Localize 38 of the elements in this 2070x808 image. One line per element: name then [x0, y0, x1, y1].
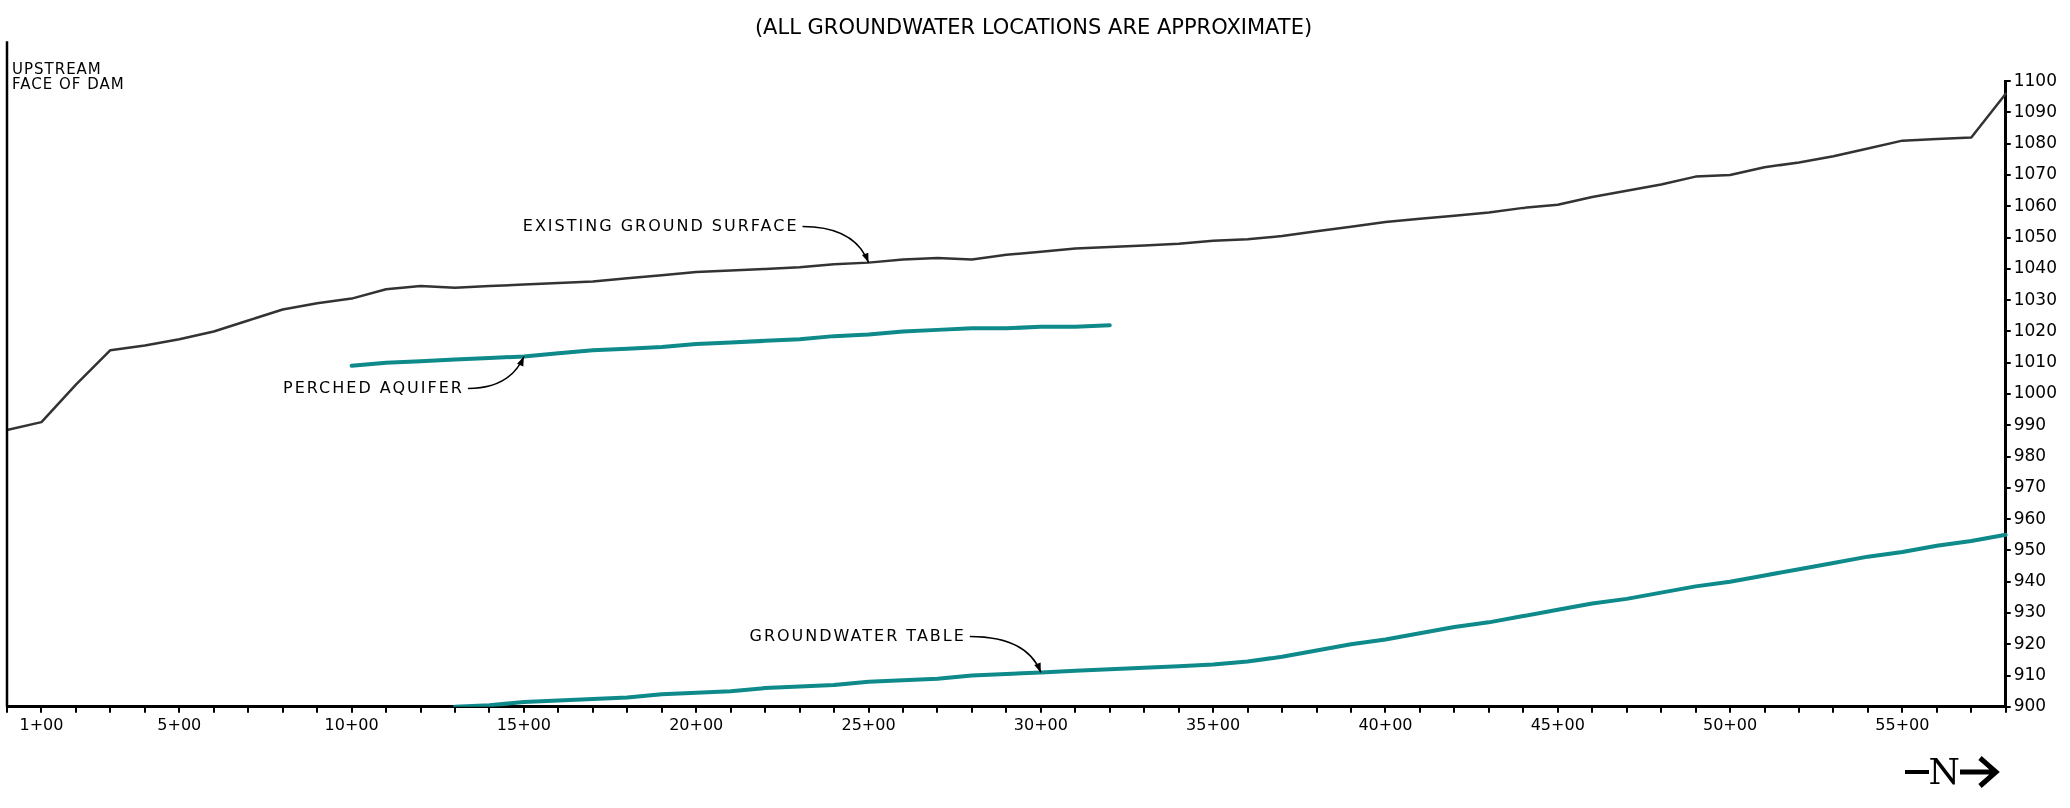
x-tick-label: 1+00: [19, 714, 64, 734]
x-tick-label: 30+00: [1013, 714, 1068, 734]
y-tick-label: 980: [2013, 444, 2047, 465]
x-tick-label: 15+00: [496, 714, 551, 734]
y-tick-label: 930: [2013, 601, 2047, 622]
x-tick-label: 20+00: [669, 714, 724, 734]
y-tick-label: 950: [2013, 538, 2047, 559]
x-tick-label: 40+00: [1358, 714, 1413, 734]
x-tick-label: 55+00: [1875, 714, 1930, 734]
y-tick-label: 1030: [2013, 288, 2057, 309]
y-tick-label: 1020: [2013, 319, 2057, 340]
x-tick-label: 10+00: [324, 714, 379, 734]
y-tick-label: 1060: [2013, 194, 2057, 215]
y-tick-label: 1080: [2013, 132, 2057, 153]
y-tick-label: 990: [2013, 413, 2047, 434]
chart-title: (ALL GROUNDWATER LOCATIONS ARE APPROXIMATE): [754, 15, 1313, 40]
y-tick-label: 920: [2013, 632, 2047, 653]
x-tick-label: 45+00: [1530, 714, 1585, 734]
y-tick-label: 900: [2013, 695, 2047, 716]
y-tick-label: 1010: [2013, 351, 2057, 372]
y-tick-label: 1090: [2013, 100, 2057, 121]
y-tick-label: 1000: [2013, 382, 2057, 403]
x-tick-label: 50+00: [1702, 714, 1758, 734]
y-tick-label: 910: [2013, 663, 2047, 684]
y-tick-label: 1100: [2013, 69, 2057, 90]
annotation: EXISTING GROUND SURFACE: [522, 215, 799, 235]
y-tick-label: 1050: [2013, 226, 2057, 247]
annotation: GROUNDWATER TABLE: [749, 625, 966, 645]
y-tick-label: 970: [2013, 476, 2047, 497]
x-tick-label: 35+00: [1186, 714, 1241, 734]
y-tick-label: 1040: [2013, 257, 2057, 278]
y-tick-label: 940: [2013, 570, 2047, 591]
y-tick-label: 1070: [2013, 163, 2057, 184]
x-tick-label: 5+00: [157, 714, 202, 734]
y-tick-label: 960: [2013, 507, 2047, 528]
x-tick-label: 25+00: [841, 714, 896, 734]
annotation: UPSTREAM FACE OF DAM: [12, 60, 125, 93]
annotation: PERCHED AQUIFER: [282, 377, 464, 397]
